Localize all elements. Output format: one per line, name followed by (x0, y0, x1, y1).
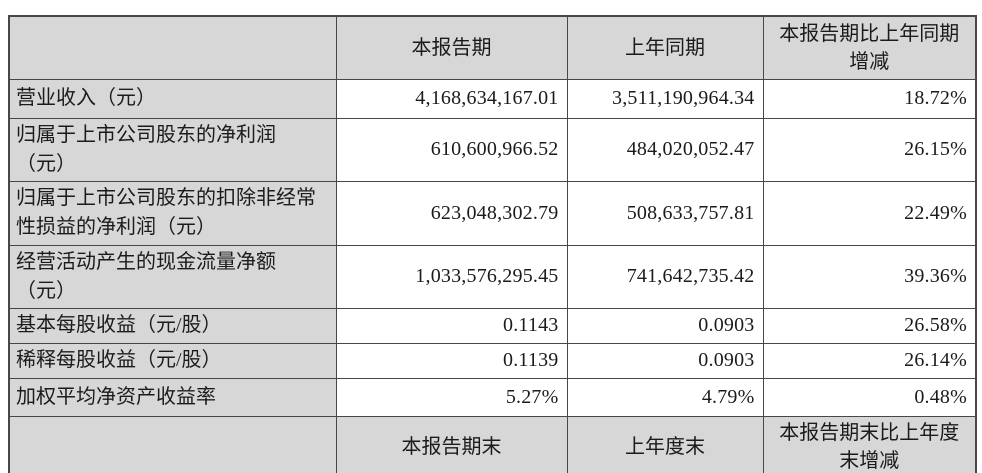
table-row-diluted-eps: 稀释每股收益（元/股） 0.1139 0.0903 26.14% (8, 342, 977, 379)
row-current-value: 610,600,966.52 (335, 117, 568, 182)
financial-summary-table: 本报告期 上年同期 本报告期比上年同期 增减 营业收入（元） 4,168,634… (8, 15, 977, 473)
table-row-operating-cash-flow: 经营活动产生的现金流量净额（元） 1,033,576,295.45 741,64… (8, 244, 977, 309)
header-period-change: 本报告期比上年同期 增减 (762, 15, 977, 80)
row-label: 归属于上市公司股东的净利润（元） (8, 117, 337, 182)
row-change-value: 0.48% (762, 377, 977, 417)
row-prior-value: 508,633,757.81 (566, 180, 764, 246)
row-current-value: 623,048,302.79 (335, 180, 568, 246)
table-row-net-profit: 归属于上市公司股东的净利润（元） 610,600,966.52 484,020,… (8, 117, 977, 182)
period-end-header-row: 本报告期末 上年度末 本报告期末比上年度 末增减 (8, 415, 977, 473)
row-change-value: 26.58% (762, 307, 977, 344)
row-label: 营业收入（元） (8, 78, 337, 119)
row-current-value: 0.1139 (335, 342, 568, 379)
row-prior-value: 4.79% (566, 377, 764, 417)
row-prior-value: 0.0903 (566, 342, 764, 379)
table-row-basic-eps: 基本每股收益（元/股） 0.1143 0.0903 26.58% (8, 307, 977, 344)
row-current-value: 0.1143 (335, 307, 568, 344)
row-label: 基本每股收益（元/股） (8, 307, 337, 344)
header-prior-period: 上年同期 (566, 15, 764, 80)
header-prior-year-end: 上年度末 (566, 415, 764, 473)
row-current-value: 5.27% (335, 377, 568, 417)
row-change-value: 26.15% (762, 117, 977, 182)
row-prior-value: 0.0903 (566, 307, 764, 344)
row-change-value: 39.36% (762, 244, 977, 309)
header-empty-cell (8, 415, 337, 473)
row-change-value: 18.72% (762, 78, 977, 119)
row-prior-value: 741,642,735.42 (566, 244, 764, 309)
table-row-weighted-avg-roe: 加权平均净资产收益率 5.27% 4.79% 0.48% (8, 377, 977, 417)
header-current-period: 本报告期 (335, 15, 568, 80)
row-label: 加权平均净资产收益率 (8, 377, 337, 417)
header-period-end-change-line1: 本报告期末比上年度 (779, 422, 960, 444)
row-current-value: 1,033,576,295.45 (335, 244, 568, 309)
period-header-row: 本报告期 上年同期 本报告期比上年同期 增减 (8, 15, 977, 80)
table-row-net-profit-excl-nonrecurring: 归属于上市公司股东的扣除非经常性损益的净利润（元） 623,048,302.79… (8, 180, 977, 246)
header-period-end-change: 本报告期末比上年度 末增减 (762, 415, 977, 473)
table-row-operating-revenue: 营业收入（元） 4,168,634,167.01 3,511,190,964.3… (8, 78, 977, 119)
row-current-value: 4,168,634,167.01 (335, 78, 568, 119)
header-empty-cell (8, 15, 337, 80)
header-current-period-end: 本报告期末 (335, 415, 568, 473)
row-prior-value: 484,020,052.47 (566, 117, 764, 182)
row-label: 稀释每股收益（元/股） (8, 342, 337, 379)
row-prior-value: 3,511,190,964.34 (566, 78, 764, 119)
header-period-change-line1: 本报告期比上年同期 (779, 22, 960, 45)
header-period-end-change-line2: 末增减 (839, 450, 900, 472)
header-period-change-line2: 增减 (849, 50, 890, 73)
row-label: 归属于上市公司股东的扣除非经常性损益的净利润（元） (8, 180, 337, 246)
row-change-value: 22.49% (762, 180, 977, 246)
row-change-value: 26.14% (762, 342, 977, 379)
row-label: 经营活动产生的现金流量净额（元） (8, 244, 337, 309)
